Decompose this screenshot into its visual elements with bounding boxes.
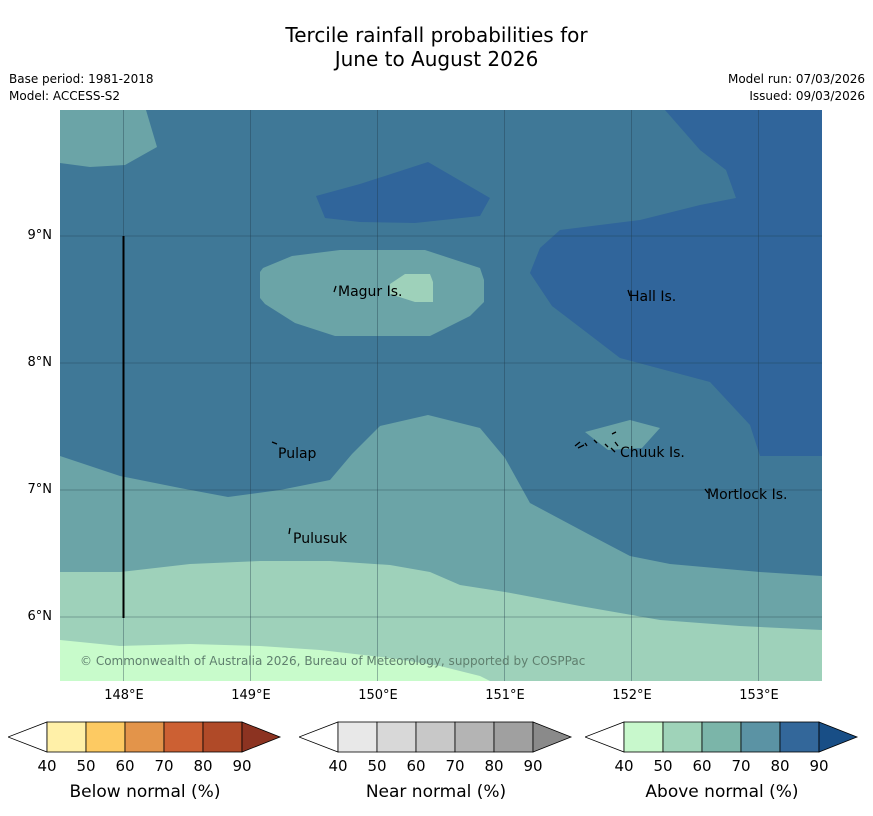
- below-tick: 80: [193, 757, 213, 775]
- region-above-60-magur: [260, 250, 484, 336]
- below-tick: 60: [115, 757, 135, 775]
- above-tick: 60: [692, 757, 712, 775]
- above-under-arrow: [585, 721, 625, 753]
- place-label-pulusuk: Pulusuk: [293, 531, 348, 547]
- map-title-line1: Tercile rainfall probabilities for: [285, 23, 588, 47]
- above-tick: 80: [770, 757, 790, 775]
- below-swatch-60-70: [124, 721, 165, 753]
- colorbar-above-normal: [585, 721, 859, 753]
- above-tick: 40: [614, 757, 634, 775]
- pulap-island-mark: [271, 441, 278, 445]
- near-swatch-40-50: [337, 721, 378, 753]
- near-swatch-80-90: [493, 721, 534, 753]
- near-over-arrow: [532, 721, 573, 753]
- colorbar-title-above: Above normal (%): [645, 782, 799, 802]
- region-above-60-nw: [60, 110, 157, 167]
- near-tick: 90: [523, 757, 543, 775]
- near-tick: 80: [484, 757, 504, 775]
- below-swatch-40-50: [46, 721, 87, 753]
- copyright-notice: © Commonwealth of Australia 2026, Bureau…: [80, 654, 586, 668]
- below-tick: 50: [76, 757, 96, 775]
- above-swatch-40-50: [623, 721, 664, 753]
- below-swatch-50-60: [85, 721, 126, 753]
- above-tick: 70: [731, 757, 751, 775]
- below-tick: 90: [232, 757, 252, 775]
- base-period: Base period: 1981-2018: [9, 72, 154, 86]
- colorbar-below-normal: [8, 721, 282, 753]
- model-run-date: Model run: 07/03/2026: [727, 72, 865, 86]
- model-name: Model: ACCESS-S2: [9, 89, 121, 103]
- rainfall-probability-map[interactable]: [60, 110, 822, 681]
- below-over-arrow: [241, 721, 282, 753]
- below-tick: 40: [37, 757, 57, 775]
- above-over-arrow: [818, 721, 859, 753]
- colorbar-title-near: Near normal (%): [365, 782, 507, 802]
- colorbar-near-normal: [299, 721, 573, 753]
- place-label-hall: Hall Is.: [629, 289, 677, 305]
- lon-label-149e: 149°E: [231, 688, 271, 703]
- chuuk-lagoon-mark: [574, 431, 619, 453]
- near-tick: 50: [367, 757, 387, 775]
- near-tick: 70: [445, 757, 465, 775]
- place-label-chuuk: Chuuk Is.: [620, 445, 685, 461]
- region-above-60-chuuk: [585, 420, 660, 450]
- place-label-pulap: Pulap: [278, 446, 317, 462]
- lon-label-153e: 153°E: [739, 688, 779, 703]
- above-tick: 50: [653, 757, 673, 775]
- near-tick: 60: [406, 757, 426, 775]
- magur-island-mark: [333, 285, 337, 293]
- below-swatch-70-80: [163, 721, 204, 753]
- lat-label-6n: 6°N: [27, 609, 53, 624]
- above-swatch-60-70: [701, 721, 742, 753]
- above-tick: 90: [809, 757, 829, 775]
- colorbar-title-below: Below normal (%): [69, 782, 221, 802]
- near-swatch-70-80: [454, 721, 495, 753]
- lat-label-9n: 9°N: [27, 228, 53, 243]
- below-tick: 70: [154, 757, 174, 775]
- region-above-80-north: [316, 162, 490, 223]
- hall-island-mark: [627, 289, 631, 297]
- place-label-magur: Magur Is.: [338, 284, 403, 300]
- below-swatch-80-90: [202, 721, 243, 753]
- near-under-arrow: [299, 721, 339, 753]
- below-under-arrow: [8, 721, 48, 753]
- place-label-mortlock: Mortlock Is.: [707, 487, 788, 503]
- near-swatch-60-70: [415, 721, 456, 753]
- above-swatch-70-80: [740, 721, 781, 753]
- near-tick: 40: [328, 757, 348, 775]
- mortlock-island-mark: [704, 488, 709, 494]
- lon-label-151e: 151°E: [485, 688, 525, 703]
- island-marks: [271, 285, 709, 535]
- map-title-line2: June to August 2026: [334, 47, 539, 71]
- region-above-40-sw: [60, 640, 490, 681]
- lat-label-8n: 8°N: [27, 355, 53, 370]
- lat-label-7n: 7°N: [27, 482, 53, 497]
- above-swatch-50-60: [662, 721, 703, 753]
- issued-date: Issued: 09/03/2026: [749, 89, 865, 103]
- region-above-80-east: [530, 110, 822, 456]
- pulusuk-island-mark: [288, 527, 291, 535]
- lon-label-152e: 152°E: [612, 688, 652, 703]
- near-swatch-50-60: [376, 721, 417, 753]
- lon-label-150e: 150°E: [358, 688, 398, 703]
- lon-label-148e: 148°E: [104, 688, 144, 703]
- above-swatch-80-90: [779, 721, 820, 753]
- region-above-50-magur: [390, 274, 433, 302]
